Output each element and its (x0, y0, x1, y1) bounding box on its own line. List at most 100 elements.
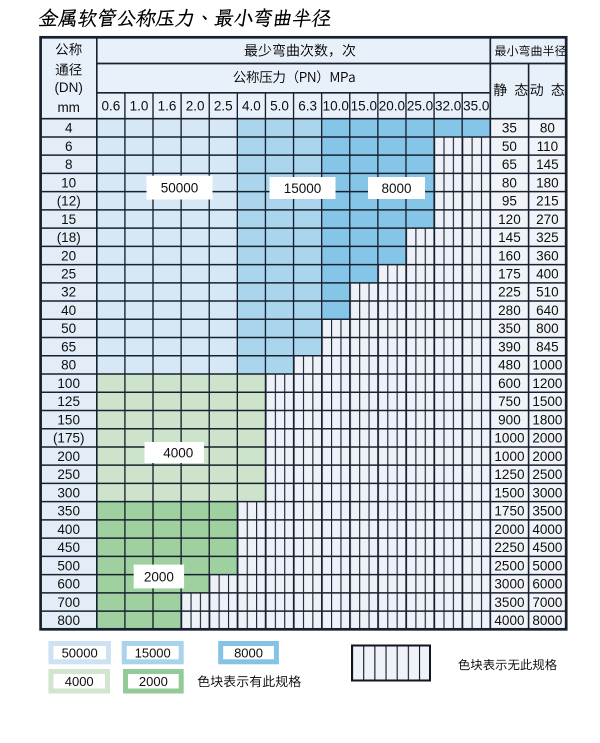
svg-text:150: 150 (57, 412, 80, 427)
svg-text:900: 900 (498, 412, 521, 427)
svg-text:80: 80 (540, 121, 555, 136)
svg-text:65: 65 (502, 157, 517, 172)
svg-text:50: 50 (502, 139, 517, 154)
svg-text:80: 80 (502, 175, 517, 190)
svg-text:35.0: 35.0 (463, 99, 489, 114)
svg-text:10: 10 (61, 175, 76, 190)
svg-text:390: 390 (498, 339, 521, 354)
svg-text:700: 700 (57, 595, 80, 610)
svg-text:1800: 1800 (532, 412, 562, 427)
svg-text:50: 50 (61, 321, 76, 336)
svg-text:350: 350 (57, 504, 80, 519)
svg-text:2500: 2500 (494, 558, 524, 573)
svg-text:200: 200 (57, 449, 80, 464)
svg-text:8000: 8000 (532, 613, 562, 628)
svg-text:280: 280 (498, 303, 521, 318)
svg-text:350: 350 (498, 321, 521, 336)
svg-text:120: 120 (498, 212, 521, 227)
svg-text:20: 20 (61, 248, 76, 263)
svg-text:800: 800 (536, 321, 559, 336)
svg-text:1.0: 1.0 (130, 99, 149, 114)
svg-text:7000: 7000 (532, 595, 562, 610)
svg-text:8000: 8000 (234, 645, 263, 660)
svg-text:250: 250 (57, 467, 80, 482)
svg-text:175: 175 (498, 267, 521, 282)
svg-text:6: 6 (65, 139, 73, 154)
svg-text:360: 360 (536, 248, 559, 263)
svg-text:25.0: 25.0 (407, 99, 433, 114)
svg-text:15000: 15000 (284, 181, 322, 196)
svg-text:215: 215 (536, 194, 559, 209)
svg-text:1.6: 1.6 (158, 99, 177, 114)
svg-text:600: 600 (498, 376, 521, 391)
svg-text:845: 845 (536, 339, 559, 354)
svg-text:750: 750 (498, 394, 521, 409)
svg-text:4.0: 4.0 (242, 99, 261, 114)
svg-text:2000: 2000 (494, 522, 524, 537)
svg-text:1000: 1000 (494, 431, 524, 446)
svg-text:20.0: 20.0 (379, 99, 405, 114)
svg-text:125: 125 (57, 394, 80, 409)
svg-text:(12): (12) (57, 194, 81, 209)
svg-text:2250: 2250 (494, 540, 524, 555)
svg-text:145: 145 (498, 230, 521, 245)
svg-text:510: 510 (536, 285, 559, 300)
svg-text:2000: 2000 (144, 569, 174, 584)
svg-text:1200: 1200 (532, 376, 562, 391)
svg-text:145: 145 (536, 157, 559, 172)
svg-text:3500: 3500 (532, 504, 562, 519)
svg-text:2.5: 2.5 (214, 99, 233, 114)
svg-text:225: 225 (498, 285, 521, 300)
svg-text:50000: 50000 (62, 645, 98, 660)
svg-text:mm: mm (57, 100, 80, 115)
svg-text:4000: 4000 (163, 445, 193, 460)
svg-text:2000: 2000 (532, 431, 562, 446)
svg-text:600: 600 (57, 577, 80, 592)
svg-text:(DN): (DN) (54, 80, 83, 95)
svg-text:1250: 1250 (494, 467, 524, 482)
svg-text:0.6: 0.6 (101, 99, 120, 114)
svg-text:4500: 4500 (532, 540, 562, 555)
svg-text:40: 40 (61, 303, 76, 318)
svg-text:8: 8 (65, 157, 73, 172)
svg-text:15000: 15000 (135, 645, 171, 660)
svg-text:4: 4 (65, 121, 73, 136)
svg-text:1500: 1500 (494, 485, 524, 500)
svg-text:2.0: 2.0 (186, 99, 205, 114)
svg-text:400: 400 (536, 267, 559, 282)
svg-text:4000: 4000 (65, 674, 94, 689)
svg-text:450: 450 (57, 540, 80, 555)
svg-text:95: 95 (502, 194, 517, 209)
svg-text:2000: 2000 (532, 449, 562, 464)
svg-text:25: 25 (61, 267, 76, 282)
svg-text:2000: 2000 (139, 674, 168, 689)
svg-text:10.0: 10.0 (323, 99, 349, 114)
svg-text:480: 480 (498, 358, 521, 373)
svg-text:1000: 1000 (494, 449, 524, 464)
svg-text:3500: 3500 (494, 595, 524, 610)
svg-text:3000: 3000 (494, 577, 524, 592)
svg-text:640: 640 (536, 303, 559, 318)
svg-text:4000: 4000 (532, 522, 562, 537)
svg-text:160: 160 (498, 248, 521, 263)
svg-text:4000: 4000 (494, 613, 524, 628)
svg-text:3000: 3000 (532, 485, 562, 500)
svg-text:32.0: 32.0 (435, 99, 461, 114)
svg-text:8000: 8000 (381, 181, 411, 196)
svg-text:1000: 1000 (532, 358, 562, 373)
svg-text:1750: 1750 (494, 504, 524, 519)
svg-text:325: 325 (536, 230, 559, 245)
svg-text:400: 400 (57, 522, 80, 537)
svg-text:800: 800 (57, 613, 80, 628)
svg-text:180: 180 (536, 175, 559, 190)
svg-text:50000: 50000 (161, 180, 199, 195)
svg-text:15: 15 (61, 212, 76, 227)
svg-text:(175): (175) (53, 431, 85, 446)
svg-text:6.3: 6.3 (298, 99, 317, 114)
svg-text:6000: 6000 (532, 577, 562, 592)
svg-text:110: 110 (537, 139, 559, 154)
svg-text:(18): (18) (57, 230, 81, 245)
svg-text:5000: 5000 (532, 558, 562, 573)
svg-text:300: 300 (57, 485, 80, 500)
svg-text:500: 500 (57, 558, 80, 573)
